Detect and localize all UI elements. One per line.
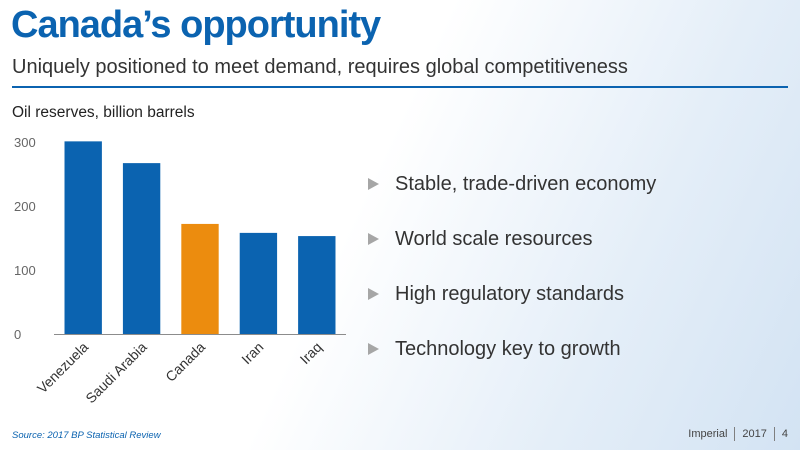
bullet-list: Stable, trade-driven economy World scale… xyxy=(368,170,656,390)
bullet-text: World scale resources xyxy=(395,227,593,250)
bar xyxy=(239,232,278,334)
footer-year: 2017 xyxy=(742,428,767,440)
slide-title: Canada’s opportunity xyxy=(11,4,381,46)
bullet-item: Technology key to growth xyxy=(368,335,656,363)
y-tick-label: 100 xyxy=(14,263,36,278)
x-tick-label: Canada xyxy=(162,339,208,385)
y-tick-label: 0 xyxy=(14,327,21,342)
x-tick-label: Iraq xyxy=(297,339,325,367)
footer: Imperial 2017 4 xyxy=(688,427,788,441)
title-divider xyxy=(12,86,788,88)
slide-subtitle: Uniquely positioned to meet demand, requ… xyxy=(12,56,628,78)
x-tick-label: Saudi Arabia xyxy=(82,339,150,407)
bar xyxy=(122,163,161,334)
chart-title: Oil reserves, billion barrels xyxy=(12,104,195,121)
x-tick-label: Venezuela xyxy=(34,339,92,397)
bar xyxy=(181,223,219,334)
arrow-bullet-icon xyxy=(368,288,379,300)
bullet-text: Technology key to growth xyxy=(395,337,621,360)
bullet-text: High regulatory standards xyxy=(395,282,625,305)
y-tick-label: 300 xyxy=(14,135,36,150)
page-number: 4 xyxy=(781,428,788,440)
arrow-bullet-icon xyxy=(368,178,379,190)
bullet-item: High regulatory standards xyxy=(368,280,656,308)
footer-separator xyxy=(734,427,736,441)
bullet-item: Stable, trade-driven economy xyxy=(368,170,656,198)
source-note: Source: 2017 BP Statistical Review xyxy=(12,430,161,441)
bullet-text: Stable, trade-driven economy xyxy=(395,172,657,195)
footer-company: Imperial xyxy=(688,428,728,440)
arrow-bullet-icon xyxy=(368,233,379,245)
arrow-bullet-icon xyxy=(368,343,379,355)
x-tick-label: Iran xyxy=(238,339,266,367)
bar xyxy=(298,236,336,334)
footer-separator xyxy=(773,427,775,441)
bullet-item: World scale resources xyxy=(368,225,656,253)
y-tick-label: 200 xyxy=(14,199,36,214)
bar xyxy=(64,141,102,334)
